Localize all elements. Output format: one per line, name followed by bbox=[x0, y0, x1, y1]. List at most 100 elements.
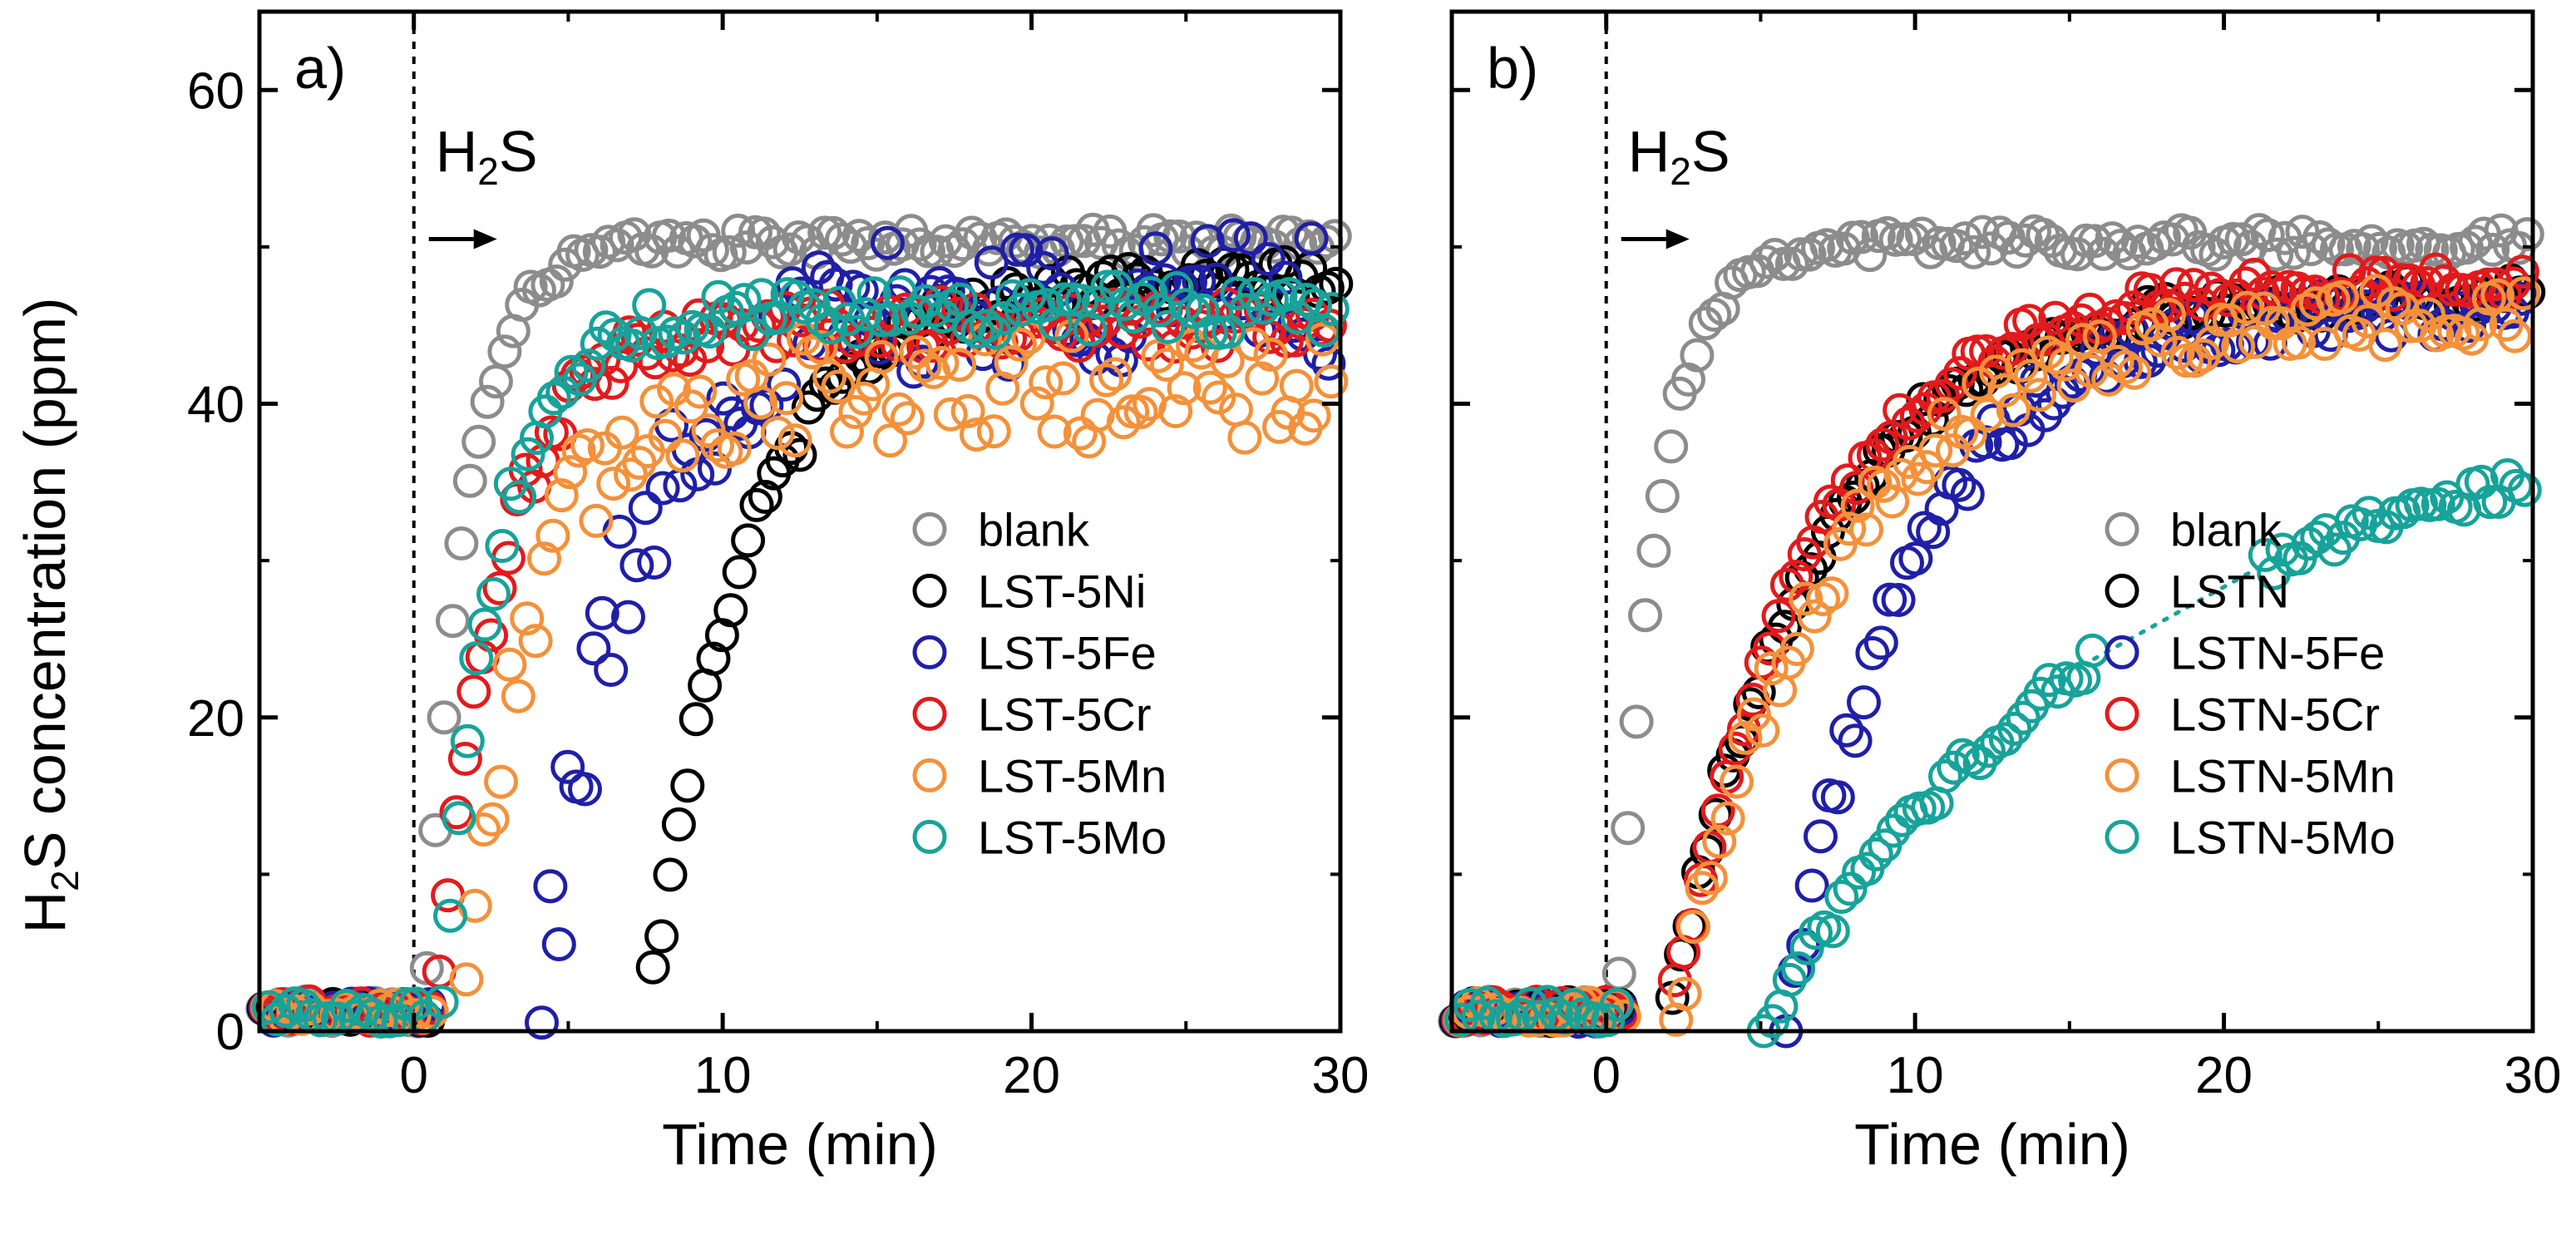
data-point-LST-5Mn bbox=[570, 428, 605, 462]
data-point-LSTN-5Mn bbox=[1979, 354, 2013, 389]
data-point-blank bbox=[2224, 222, 2259, 257]
x-tick-label: 0 bbox=[399, 1047, 427, 1104]
data-point-blank bbox=[470, 384, 505, 419]
data-point-blank bbox=[1939, 229, 1974, 264]
data-point-LST-5Fe bbox=[714, 396, 749, 431]
legend-marker-LSTN-5Fe bbox=[2105, 634, 2139, 669]
data-point-LSTN-5Cr bbox=[1856, 437, 1891, 472]
data-point-LST-5Mn bbox=[535, 518, 570, 553]
data-point-LST-5Fe bbox=[698, 451, 732, 486]
data-point-LST-5Mo bbox=[1047, 282, 1082, 317]
data-point-blank bbox=[461, 424, 496, 459]
data-point-LSTN-5Cr bbox=[1942, 356, 1977, 391]
data-point-LST-5Mn bbox=[683, 374, 718, 409]
data-point-LST-5Mn bbox=[510, 601, 545, 636]
data-point-LST-5Mn bbox=[769, 381, 804, 416]
data-point-LST-5Mo bbox=[511, 437, 545, 472]
data-point-LST-5Mo bbox=[1125, 282, 1159, 316]
data-point-blank bbox=[1636, 533, 1671, 568]
data-point-LSTN-5Cr bbox=[2115, 290, 2150, 325]
data-point-LSTN-5Mo bbox=[2430, 480, 2465, 515]
data-point-LST-5Mo bbox=[467, 607, 502, 642]
data-point-LST-5Mo bbox=[960, 314, 995, 349]
data-point-LSTN-5Mn bbox=[2221, 329, 2256, 364]
data-point-LST-5Mo bbox=[1220, 276, 1255, 311]
data-point-LST-5Mn bbox=[760, 416, 795, 451]
data-point-LSTN-5Cr bbox=[2228, 266, 2263, 301]
x-tick-label: 10 bbox=[1887, 1047, 1944, 1104]
data-point-blank bbox=[2104, 229, 2138, 264]
data-point-blank bbox=[747, 216, 782, 251]
data-point-LST-5Ni bbox=[653, 857, 688, 892]
data-point-LST-5Mn bbox=[553, 455, 588, 490]
data-point-LSTN-5Mo bbox=[1599, 987, 1634, 1022]
data-point-LST-5Mn bbox=[976, 414, 1011, 449]
data-point-LSTN-5Mn bbox=[1676, 910, 1710, 944]
data-point-LST-5Fe bbox=[801, 250, 836, 285]
data-point-LST-5Mn bbox=[830, 414, 864, 449]
data-point-LST-5Mo bbox=[1194, 315, 1229, 350]
data-point-LST-5Ni bbox=[679, 702, 713, 737]
legend-marker-blank bbox=[2105, 511, 2139, 546]
data-point-blank bbox=[582, 235, 617, 269]
data-point-LSTN-5Mo bbox=[2248, 538, 2282, 572]
data-point-LST-5Mo bbox=[554, 354, 589, 389]
data-point-LSTN-5Mn bbox=[1996, 393, 2031, 427]
y-tick-label: 60 bbox=[187, 62, 244, 120]
data-point-LSTN-5Mo bbox=[2473, 485, 2508, 520]
data-point-blank bbox=[452, 463, 487, 498]
data-point-LST-5Fe bbox=[637, 546, 672, 580]
data-point-LSTN-5Mn bbox=[1962, 366, 1996, 401]
data-point-LSTN-5Mo bbox=[2464, 464, 2499, 499]
data-point-LST-5Fe bbox=[568, 772, 602, 807]
data-point-LSTN-5Cr bbox=[1718, 731, 1753, 766]
data-point-LST-5Mo bbox=[269, 994, 303, 1029]
data-point-LSTN-5Mn bbox=[2359, 274, 2394, 309]
data-point-LST-5Mo bbox=[476, 576, 511, 611]
data-point-LSTN-5Fe bbox=[1804, 819, 1838, 854]
data-point-LST-5Mn bbox=[1202, 380, 1236, 415]
data-point-LST-5Mn bbox=[700, 428, 734, 463]
data-point-LSTN-5Mn bbox=[2325, 279, 2359, 314]
data-point-LST-5Cr bbox=[456, 674, 491, 709]
data-point-LST-5Fe bbox=[1216, 218, 1251, 253]
data-point-LST-5Mo bbox=[848, 297, 883, 332]
data-point-blank bbox=[427, 700, 461, 735]
data-point-LST-5Mn bbox=[994, 345, 1029, 380]
legend-marker-LST-5Cr bbox=[912, 696, 947, 731]
data-point-LST-5Fe bbox=[991, 348, 1026, 382]
data-point-LST-5Mn bbox=[1279, 368, 1314, 403]
data-point-LST-5Mn bbox=[492, 647, 527, 682]
data-point-LSTN bbox=[1724, 723, 1759, 758]
gap-connector-LSTN-5Mo bbox=[2092, 564, 2263, 661]
data-point-LSTN-5Mo bbox=[1988, 722, 2023, 757]
h2s-arrow-head bbox=[1666, 229, 1690, 249]
data-point-LSTN-5Mn bbox=[2498, 318, 2532, 353]
legend-marker-LST-5Fe bbox=[912, 634, 947, 669]
data-point-LSTN-5Mn bbox=[1952, 417, 1987, 452]
data-point-LST-5Mn bbox=[1141, 338, 1176, 373]
data-point-LST-5Mn bbox=[777, 423, 812, 458]
data-point-LST-5Ni bbox=[1111, 252, 1146, 286]
data-point-LSTN-5Mn bbox=[2039, 340, 2074, 375]
data-point-LSTN-5Mo bbox=[2075, 633, 2110, 668]
data-point-LST-5Fe bbox=[1095, 337, 1130, 372]
data-point-LST-5Mo bbox=[986, 301, 1021, 336]
data-point-LST-5Mo bbox=[459, 641, 494, 676]
data-point-LSTN-5Mn bbox=[1667, 976, 1702, 1011]
data-point-blank bbox=[2277, 235, 2311, 270]
data-point-blank bbox=[2509, 217, 2544, 252]
data-point-LST-5Fe bbox=[1009, 233, 1044, 268]
data-point-blank bbox=[902, 227, 937, 262]
x-tick-label: 30 bbox=[1312, 1047, 1369, 1104]
data-point-LSTN-5Mo bbox=[1876, 813, 1911, 848]
data-point-LSTN-5Fe bbox=[1786, 927, 1821, 962]
data-point-LST-5Mn bbox=[449, 962, 484, 997]
h2s-arrow-head bbox=[473, 229, 497, 249]
data-point-blank bbox=[444, 526, 479, 560]
data-point-LST-5Fe bbox=[628, 491, 663, 526]
data-point-LST-5Fe bbox=[525, 1005, 559, 1040]
data-point-LST-5Mn bbox=[596, 467, 631, 501]
data-point-blank bbox=[2034, 224, 2069, 259]
data-point-LSTN-5Mn bbox=[1745, 713, 1780, 748]
